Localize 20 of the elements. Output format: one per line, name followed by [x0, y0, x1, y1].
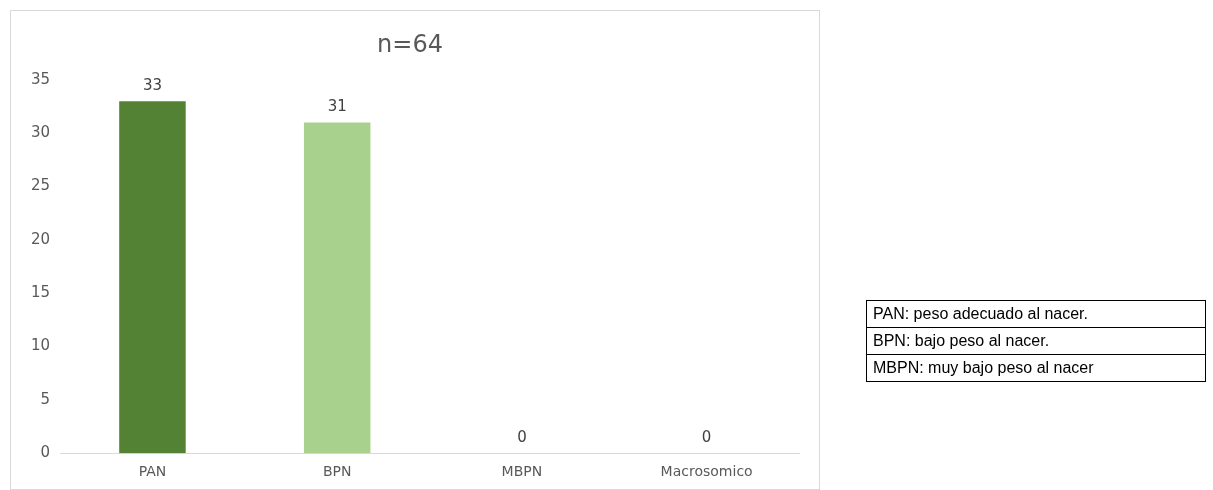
x-tick-label: Macrosomico	[660, 463, 753, 480]
y-tick-label: 20	[30, 229, 51, 248]
x-tick-label: BPN	[322, 463, 352, 480]
text: PAN: peso adecuado al nacer.	[866, 300, 1206, 328]
y-tick-label: 15	[30, 283, 51, 302]
text: MBPN: muy bajo peso al nacer	[866, 354, 1206, 382]
text: BPN: bajo peso al nacer.	[866, 327, 1206, 355]
y-tick-label: 35	[30, 69, 51, 88]
x-tick-label: MBPN	[501, 463, 543, 480]
y-tick-label: 10	[30, 336, 51, 355]
chart-title: n=64	[377, 29, 443, 58]
data-label: 0	[701, 427, 712, 446]
y-tick-label: 30	[30, 123, 51, 142]
y-tick-label: 0	[40, 443, 51, 462]
data-label: 31	[327, 96, 347, 115]
y-tick-label: 5	[40, 389, 51, 408]
data-label: 0	[517, 427, 527, 446]
y-tick-label: 25	[30, 176, 51, 195]
data-label: 33	[142, 75, 162, 94]
x-tick-label: PAN	[138, 463, 167, 480]
